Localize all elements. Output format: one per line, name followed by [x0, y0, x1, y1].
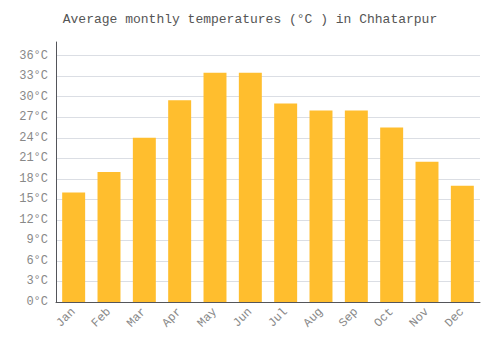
svg-text:30°C: 30°C — [19, 90, 48, 104]
svg-text:Mar: Mar — [124, 305, 149, 330]
svg-text:33°C: 33°C — [19, 69, 48, 83]
svg-text:May: May — [195, 305, 220, 330]
svg-text:15°C: 15°C — [19, 192, 48, 206]
svg-text:Jan: Jan — [53, 305, 78, 330]
svg-text:Average monthly temperatures (: Average monthly temperatures (°C ) in Ch… — [63, 12, 437, 27]
svg-text:Feb: Feb — [89, 305, 114, 330]
svg-text:Oct: Oct — [371, 305, 396, 330]
svg-text:24°C: 24°C — [19, 131, 48, 145]
svg-text:Jun: Jun — [230, 305, 255, 330]
svg-text:6°C: 6°C — [26, 254, 48, 268]
svg-text:Sep: Sep — [336, 305, 361, 330]
svg-text:36°C: 36°C — [19, 49, 48, 63]
svg-text:9°C: 9°C — [26, 233, 48, 247]
svg-text:3°C: 3°C — [26, 274, 48, 288]
svg-text:18°C: 18°C — [19, 172, 48, 186]
svg-text:Nov: Nov — [407, 305, 432, 330]
svg-text:Dec: Dec — [442, 305, 467, 330]
svg-text:27°C: 27°C — [19, 110, 48, 124]
svg-text:0°C: 0°C — [26, 295, 48, 309]
svg-text:Aug: Aug — [301, 305, 326, 330]
svg-text:Apr: Apr — [159, 305, 184, 330]
svg-text:12°C: 12°C — [19, 213, 48, 227]
svg-text:21°C: 21°C — [19, 151, 48, 165]
svg-text:Jul: Jul — [265, 305, 290, 330]
